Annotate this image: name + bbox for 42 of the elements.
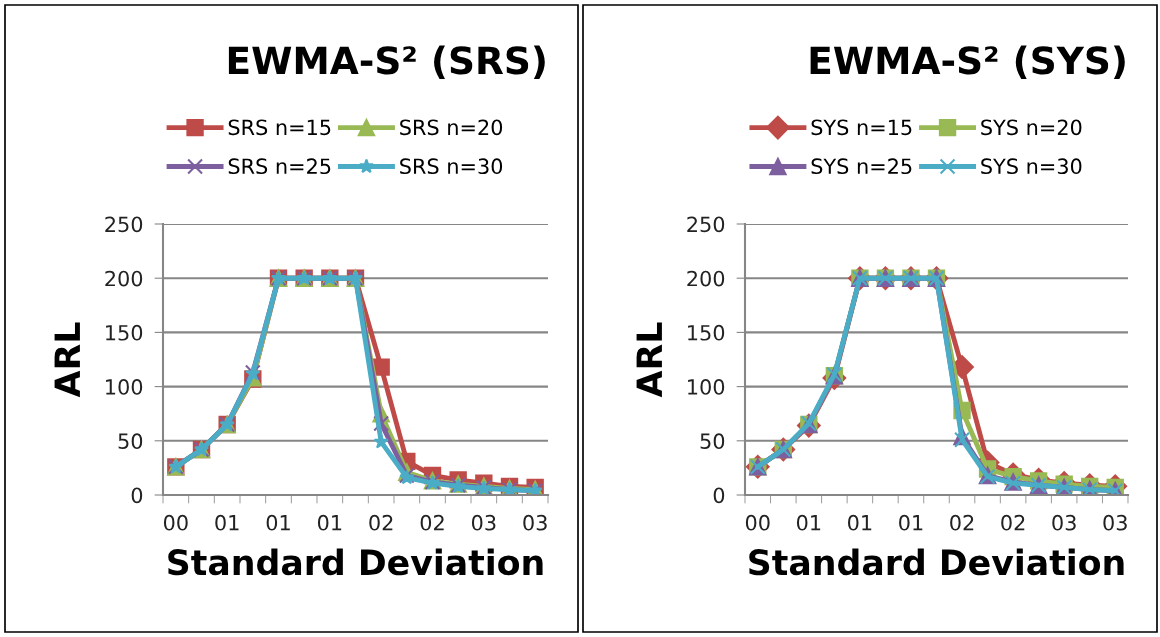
y-axis-title: ARL xyxy=(54,322,80,398)
x-tick-label: 01 xyxy=(796,514,821,531)
x-tick-label: 03 xyxy=(1103,514,1127,531)
y-tick-label: 200 xyxy=(105,270,143,287)
x-tick-label: 00 xyxy=(163,514,188,531)
legend-label: SRS n=20 xyxy=(400,119,503,136)
x-tick-label: 01 xyxy=(317,514,342,531)
x-axis-title: Standard Deviation xyxy=(749,548,1124,576)
chart-title: EWMA-S² (SYS) xyxy=(810,45,1125,79)
x-tick-label: 02 xyxy=(420,514,444,531)
x-tick-label: 02 xyxy=(950,514,974,531)
legend-label: SRS n=30 xyxy=(400,158,503,175)
y-axis-title: ARL xyxy=(636,322,662,398)
y-tick-label: 0 xyxy=(131,487,143,504)
y-tick-label: 250 xyxy=(105,216,143,233)
y-tick-label: 50 xyxy=(700,433,725,450)
x-tick-label: 03 xyxy=(471,514,496,531)
x-tick-label: 02 xyxy=(1001,514,1025,531)
y-tick-label: 100 xyxy=(688,379,725,395)
legend-label: SYS n=30 xyxy=(981,158,1082,175)
x-tick-label: 01 xyxy=(215,514,239,531)
x-tick-label: 01 xyxy=(899,514,923,531)
x-tick-label: 02 xyxy=(369,514,393,531)
y-tick-label: 200 xyxy=(687,270,725,287)
chart-title: EWMA-S² (SRS) xyxy=(228,45,545,79)
y-tick-label: 0 xyxy=(713,487,725,504)
y-tick-label: 150 xyxy=(106,324,143,341)
y-tick-label: 150 xyxy=(688,324,725,341)
legend-label: SYS n=20 xyxy=(981,119,1082,136)
legend-label: SYS n=15 xyxy=(811,119,912,136)
x-tick-label: 03 xyxy=(1052,514,1076,531)
y-tick-label: 50 xyxy=(118,433,143,450)
legend-label: SRS n=15 xyxy=(228,119,331,136)
x-tick-label: 01 xyxy=(848,514,872,531)
y-tick-label: 250 xyxy=(687,216,725,233)
x-axis-title: Standard Deviation xyxy=(168,548,543,576)
legend-label: SYS n=25 xyxy=(811,158,912,175)
y-tick-label: 100 xyxy=(106,379,143,395)
legend-label: SRS n=25 xyxy=(228,158,331,175)
x-tick-label: 01 xyxy=(266,514,290,531)
x-tick-label: 03 xyxy=(523,514,547,531)
x-tick-label: 00 xyxy=(745,514,770,531)
